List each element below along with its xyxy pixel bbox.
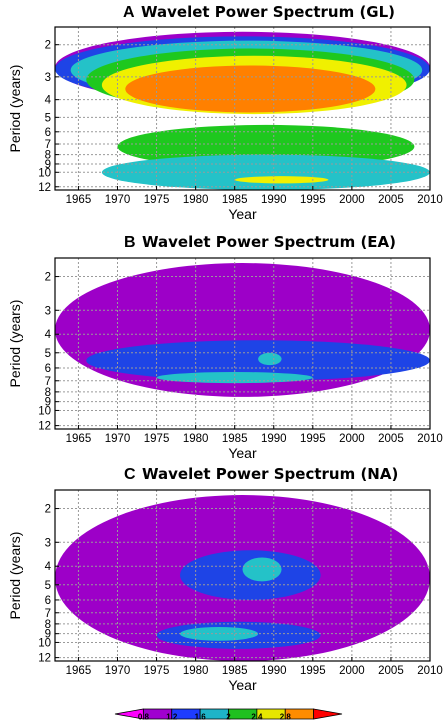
y-tick-label: 8 bbox=[45, 387, 51, 399]
x-tick-label: 1970 bbox=[105, 665, 131, 677]
colorbar-tick-label: 1.2 bbox=[166, 713, 178, 722]
y-tick-label: 12 bbox=[38, 182, 51, 194]
y-tick-label: 7 bbox=[45, 608, 51, 620]
colorbar-tick-label: 1.6 bbox=[195, 713, 207, 722]
x-tick-label: 1965 bbox=[66, 194, 92, 206]
x-tick-label: 1965 bbox=[66, 433, 92, 445]
chart-title: Wavelet Power Spectrum (GL) bbox=[141, 3, 395, 21]
x-axis-label: Year bbox=[228, 206, 257, 222]
chart-title: Wavelet Power Spectrum (EA) bbox=[142, 233, 396, 251]
power-region-3 bbox=[258, 352, 282, 366]
panel-a: 1965 1970 1975 1980 1985 1990 1995 2000 2005 2010… bbox=[7, 3, 443, 222]
x-tick-label: 1980 bbox=[183, 433, 209, 445]
y-tick-label: 9 bbox=[45, 159, 51, 171]
x-tick-label: 1975 bbox=[144, 194, 170, 206]
panel-letter: B bbox=[124, 234, 136, 251]
y-tick-label: 10 bbox=[38, 167, 51, 179]
colorbar-segment bbox=[313, 708, 343, 720]
y-tick-label: 9 bbox=[45, 397, 51, 409]
y-tick-label: 5 bbox=[45, 580, 51, 592]
power-region-8 bbox=[234, 176, 329, 184]
y-tick-label: 7 bbox=[45, 376, 51, 388]
panel-letter: A bbox=[123, 4, 135, 21]
y-tick-label: 2 bbox=[45, 272, 51, 284]
y-tick-label: 8 bbox=[45, 619, 51, 631]
y-tick-label: 9 bbox=[45, 629, 51, 641]
x-tick-label: 1995 bbox=[300, 433, 326, 445]
x-tick-label: 2005 bbox=[378, 433, 404, 445]
x-tick-label: 1970 bbox=[105, 433, 131, 445]
y-tick-label: 4 bbox=[45, 329, 52, 341]
x-tick-label: 1975 bbox=[144, 433, 170, 445]
panel-letter: C bbox=[124, 466, 136, 483]
y-tick-label: 6 bbox=[45, 595, 51, 607]
x-tick-label: 1995 bbox=[300, 194, 326, 206]
power-region-2 bbox=[242, 557, 282, 582]
y-tick-label: 8 bbox=[45, 150, 51, 162]
y-tick-label: 12 bbox=[38, 653, 51, 665]
y-axis-label: Period (years) bbox=[7, 532, 23, 620]
grid bbox=[55, 258, 430, 429]
x-tick-label: 1985 bbox=[222, 665, 248, 677]
x-tick-label: 1990 bbox=[261, 433, 287, 445]
y-tick-label: 6 bbox=[45, 127, 51, 139]
grid bbox=[55, 27, 430, 190]
colorbar-tick-label: 2.8 bbox=[280, 713, 292, 722]
y-tick-label: 4 bbox=[45, 561, 52, 573]
panel-b: 1965 1970 1975 1980 1985 1990 1995 2000 2005 2010… bbox=[7, 233, 443, 461]
x-axis-label: Year bbox=[228, 445, 257, 461]
y-tick-label: 3 bbox=[45, 72, 51, 84]
x-tick-label: 1980 bbox=[183, 665, 209, 677]
power-region-5 bbox=[125, 65, 376, 113]
x-axis-label: Year bbox=[228, 677, 257, 693]
y-tick-label: 2 bbox=[45, 40, 51, 52]
chart-title: Wavelet Power Spectrum (NA) bbox=[142, 465, 398, 483]
y-tick-label: 3 bbox=[45, 537, 51, 549]
power-regions bbox=[55, 263, 430, 397]
y-tick-label: 3 bbox=[45, 305, 51, 317]
y-tick-label: 4 bbox=[45, 95, 52, 107]
colorbar: 0.8 1.2 1.6 2 2.4 2.8 bbox=[114, 708, 343, 722]
y-axis-label: Period (years) bbox=[7, 300, 23, 388]
x-tick-label: 1980 bbox=[183, 194, 209, 206]
y-tick-label: 10 bbox=[38, 405, 51, 417]
power-region-1 bbox=[86, 340, 430, 381]
x-tick-label: 1990 bbox=[261, 194, 287, 206]
y-tick-label: 7 bbox=[45, 139, 51, 151]
y-tick-label: 5 bbox=[45, 348, 51, 360]
x-tick-label: 1970 bbox=[105, 194, 131, 206]
x-tick-label: 1975 bbox=[144, 665, 170, 677]
x-tick-label: 1990 bbox=[261, 665, 287, 677]
x-tick-label: 2010 bbox=[417, 665, 443, 677]
x-tick-label: 2005 bbox=[378, 665, 404, 677]
power-region-2 bbox=[156, 372, 313, 384]
grid bbox=[55, 490, 430, 661]
panel-c: 1965 1970 1975 1980 1985 1990 1995 2000 2005 2010… bbox=[7, 465, 443, 693]
x-tick-label: 1965 bbox=[66, 665, 92, 677]
colorbar-tick-label: 2 bbox=[226, 713, 231, 722]
x-tick-label: 2010 bbox=[417, 433, 443, 445]
x-tick-label: 2010 bbox=[417, 194, 443, 206]
colorbar-tick-label: 0.8 bbox=[138, 713, 150, 722]
y-tick-label: 6 bbox=[45, 363, 51, 375]
y-tick-label: 12 bbox=[38, 421, 51, 433]
y-tick-label: 10 bbox=[38, 637, 51, 649]
y-tick-label: 2 bbox=[45, 504, 51, 516]
x-tick-label: 2000 bbox=[339, 194, 365, 206]
x-tick-label: 1995 bbox=[300, 665, 326, 677]
y-axis-label: Period (years) bbox=[7, 65, 23, 153]
plot-frame bbox=[54, 489, 431, 662]
plot-frame bbox=[54, 26, 431, 191]
colorbar-tick-label: 2.4 bbox=[251, 713, 263, 722]
x-tick-label: 2005 bbox=[378, 194, 404, 206]
x-tick-label: 1985 bbox=[222, 194, 248, 206]
panels: 1965 1970 1975 1980 1985 1990 1995 2000 2005 2010… bbox=[7, 3, 443, 693]
power-regions bbox=[55, 495, 430, 661]
x-tick-label: 2000 bbox=[339, 433, 365, 445]
x-tick-label: 2000 bbox=[339, 665, 365, 677]
plot-frame bbox=[54, 257, 431, 430]
y-tick-label: 5 bbox=[45, 112, 51, 124]
x-tick-label: 1985 bbox=[222, 433, 248, 445]
